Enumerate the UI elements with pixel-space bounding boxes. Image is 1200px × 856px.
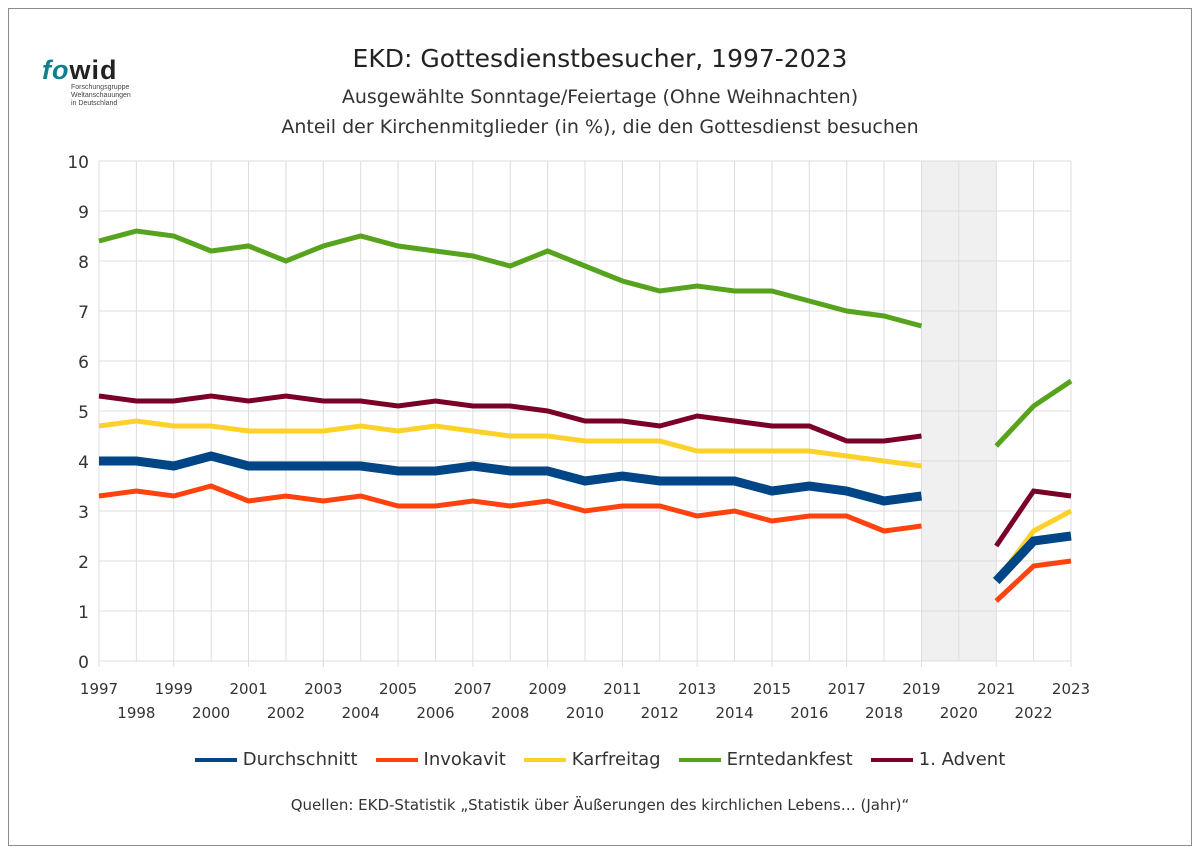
legend-swatch — [375, 757, 418, 762]
chart-legend: Durchschnitt Invokavit Karfreitag Erntedank… — [0, 749, 1200, 770]
logo-line: Forschungsgruppe — [71, 84, 130, 91]
x-tick-label: 2015 — [753, 680, 791, 698]
legend-label: Erntedankfest — [726, 749, 853, 770]
x-tick-label: 2020 — [940, 704, 978, 722]
y-tick-label: 4 — [78, 453, 89, 473]
x-tick-label: 2022 — [1015, 704, 1053, 722]
legend-label: Invokavit — [423, 749, 506, 770]
chart-subtitle: Anteil der Kirchenmitglieder (in %), die… — [281, 116, 919, 138]
x-tick-label: 2011 — [603, 680, 641, 698]
x-tick-label: 2001 — [229, 680, 267, 698]
legend-swatch — [870, 757, 913, 762]
legend-item: Karfreitag — [523, 749, 661, 770]
logo-line: in Deutschland — [71, 100, 118, 107]
x-tick-label: 1998 — [117, 704, 155, 722]
legend-item: 1. Advent — [870, 749, 1006, 770]
legend-swatch — [678, 757, 721, 762]
y-tick-label: 8 — [78, 253, 89, 273]
chart-frame — [8, 8, 1192, 846]
logo-line: Weltanschauungen — [71, 92, 131, 99]
y-tick-label: 7 — [78, 303, 89, 323]
chart-title: EKD: Gottesdienstbesucher, 1997-2023 — [352, 44, 848, 73]
legend-swatch — [194, 757, 237, 762]
x-tick-label: 2014 — [715, 704, 753, 722]
x-tick-label: 2002 — [267, 704, 305, 722]
legend-swatch — [523, 757, 566, 762]
x-tick-label: 2016 — [790, 704, 828, 722]
source-note: Quellen: EKD-Statistik „Statistik über Ä… — [290, 796, 910, 814]
x-tick-label: 2013 — [678, 680, 716, 698]
legend-label: 1. Advent — [918, 749, 1006, 770]
legend-label: Karfreitag — [571, 749, 661, 770]
legend-item: Invokavit — [375, 749, 506, 770]
x-tick-label: 2012 — [641, 704, 679, 722]
x-tick-label: 2010 — [566, 704, 604, 722]
x-tick-label: 1997 — [80, 680, 118, 698]
x-tick-label: 2017 — [828, 680, 866, 698]
x-tick-label: 1999 — [155, 680, 193, 698]
y-tick-label: 3 — [78, 503, 89, 523]
x-tick-label: 2004 — [342, 704, 380, 722]
y-tick-label: 6 — [78, 353, 89, 373]
chart-subtitle: Ausgewählte Sonntage/Feiertage (Ohne Wei… — [341, 86, 859, 108]
x-tick-label: 2000 — [192, 704, 230, 722]
y-tick-label: 2 — [78, 553, 89, 573]
logo-part-fo: fo — [42, 55, 70, 85]
legend-item: Durchschnitt — [194, 749, 358, 770]
y-tick-label: 10 — [67, 153, 89, 173]
x-tick-label: 2007 — [454, 680, 492, 698]
y-tick-label: 9 — [78, 203, 89, 223]
legend-item: Erntedankfest — [678, 749, 853, 770]
x-tick-label: 2006 — [416, 704, 454, 722]
fowid-logo: fowid Forschungsgruppe Weltanschauungen … — [42, 56, 131, 108]
x-tick-label: 2009 — [529, 680, 567, 698]
x-tick-label: 2008 — [491, 704, 529, 722]
x-tick-label: 2003 — [304, 680, 342, 698]
x-tick-label: 2018 — [865, 704, 903, 722]
x-tick-label: 2023 — [1052, 680, 1090, 698]
x-tick-label: 2019 — [902, 680, 940, 698]
y-tick-label: 0 — [78, 653, 89, 673]
x-tick-label: 2005 — [379, 680, 417, 698]
logo-part-wid: wid — [69, 55, 118, 85]
legend-label: Durchschnitt — [242, 749, 358, 770]
y-tick-label: 1 — [78, 603, 89, 623]
y-tick-label: 5 — [78, 403, 89, 423]
x-tick-label: 2021 — [977, 680, 1015, 698]
